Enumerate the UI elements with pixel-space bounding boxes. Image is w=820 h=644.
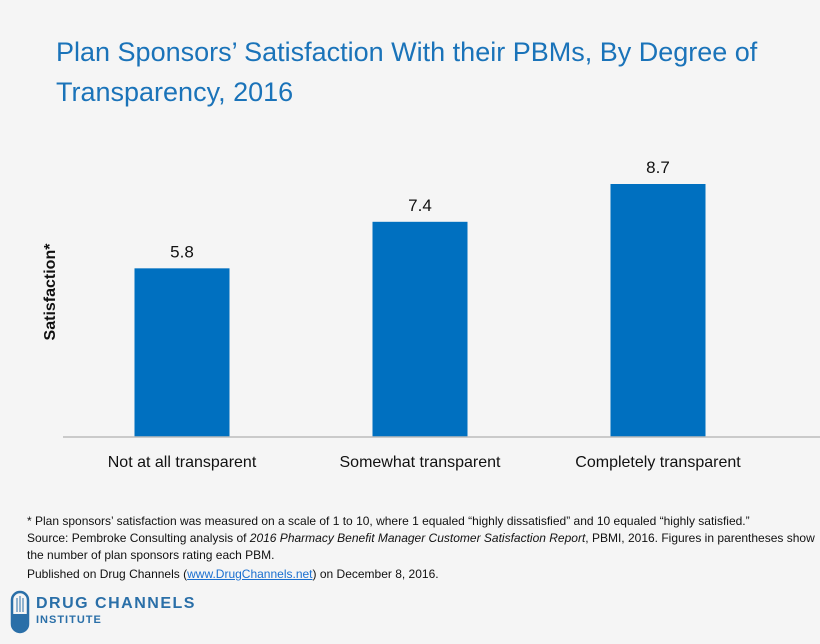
bar-2 <box>610 184 706 437</box>
footnote-scale: * Plan sponsors’ satisfaction was measur… <box>27 514 750 528</box>
category-label: Somewhat transparent <box>340 454 502 471</box>
data-label: 7.4 <box>408 196 432 215</box>
category-label: Completely transparent <box>575 454 741 471</box>
source-report: 2016 Pharmacy Benefit Manager Customer S… <box>249 531 586 545</box>
category-label: Not at all transparent <box>108 454 257 471</box>
data-label: 8.7 <box>646 158 670 177</box>
bar-1 <box>372 221 468 437</box>
footnote: * Plan sponsors’ satisfaction was measur… <box>27 513 817 564</box>
bar-chart: 5.8 Not at all transparent 7.4 Somewhat tra… <box>42 158 820 471</box>
published-prefix: Published on Drug Channels ( <box>27 567 188 581</box>
footnote-source: Source: Pembroke Consulting analysis of … <box>27 530 817 564</box>
chart-title: Plan Sponsors’ Satisfaction With their P… <box>56 37 758 107</box>
pill-logo-icon <box>10 590 30 634</box>
y-axis-label: Satisfaction* <box>42 243 59 341</box>
bar-0 <box>134 268 230 437</box>
logo-text: DRUG CHANNELS <box>36 595 196 612</box>
published-note: Published on Drug Channels (www.DrugChan… <box>27 566 817 583</box>
logo-subtext: INSTITUTE <box>36 614 102 626</box>
source-prefix: Source: Pembroke Consulting analysis of <box>27 531 250 545</box>
source-suffix: , PBMI, 2016. Figures in parentheses sho… <box>27 531 815 562</box>
published-suffix: ) on December 8, 2016. <box>312 567 439 581</box>
data-label: 5.8 <box>170 242 194 261</box>
drugchannels-link[interactable]: www.DrugChannels.net <box>187 567 313 581</box>
